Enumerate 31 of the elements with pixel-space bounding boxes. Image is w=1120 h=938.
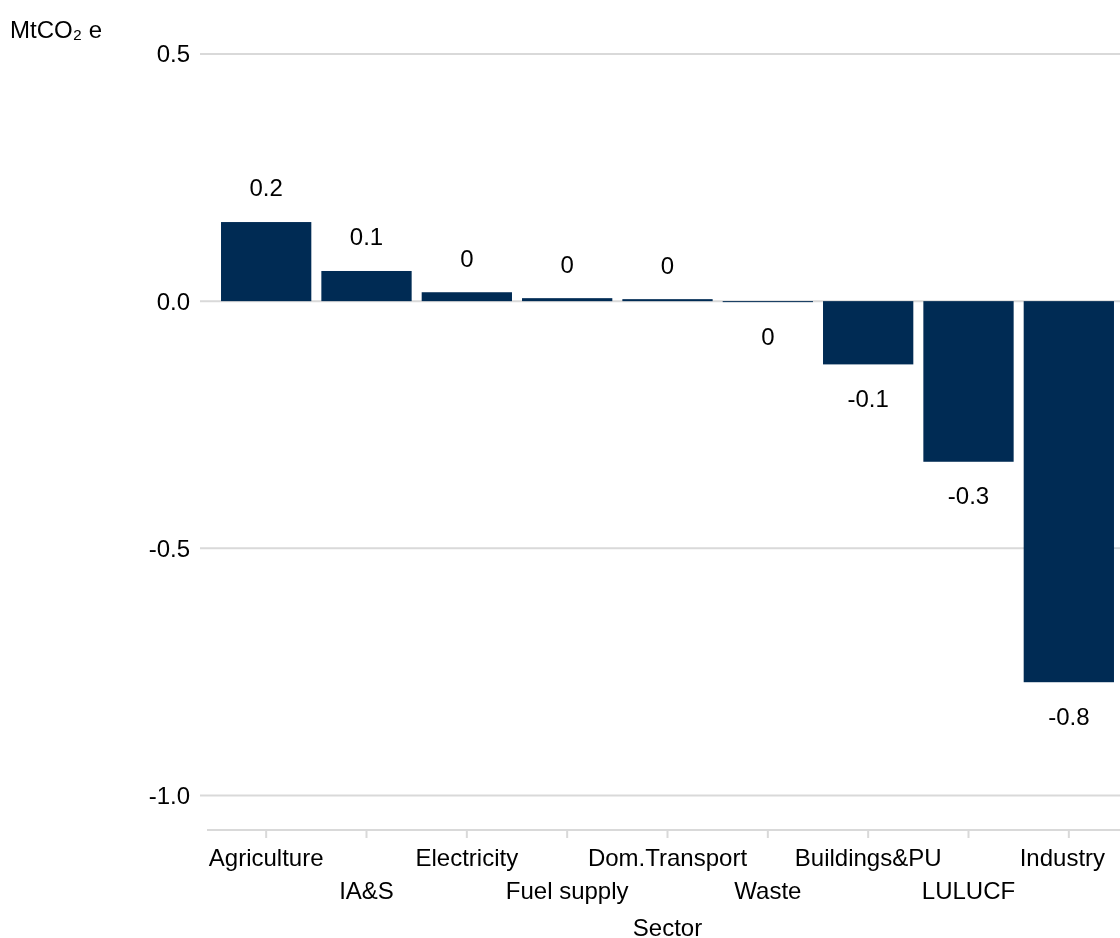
- x-tick-label: Electricity: [415, 844, 519, 872]
- bar: [221, 222, 312, 302]
- y-tick-label: -1.0: [148, 781, 190, 809]
- x-tick-label: Agriculture: [208, 844, 324, 872]
- x-tick-label: Waste: [734, 877, 802, 905]
- data-label: 0: [560, 250, 574, 278]
- bar: [321, 270, 412, 302]
- x-tick-label: LULUCF: [921, 877, 1016, 905]
- data-label: 0.2: [249, 174, 283, 202]
- bar: [522, 298, 613, 302]
- y-tick-label: -0.5: [148, 534, 190, 562]
- y-tick-label: 0.0: [156, 287, 190, 315]
- x-axis-title: Sector: [632, 914, 703, 938]
- bar: [1023, 301, 1114, 683]
- data-label: 0.1: [349, 223, 384, 251]
- data-label: -0.3: [947, 482, 990, 510]
- y-axis-title: MtCO₂ e: [10, 16, 102, 44]
- y-tick-label: 0.5: [156, 40, 190, 68]
- x-tick-label: IA&S: [339, 877, 394, 905]
- x-tick-label: Fuel supply: [505, 877, 629, 905]
- data-label: 0: [460, 244, 474, 272]
- bar: [823, 301, 914, 365]
- x-tick-label: Dom.Transport: [587, 844, 748, 872]
- bar: [421, 292, 512, 302]
- bar: [923, 301, 1014, 462]
- data-label: -0.8: [1048, 702, 1090, 730]
- x-tick-label: Industry: [1019, 844, 1106, 872]
- data-label: 0: [761, 322, 775, 350]
- data-label: -0.1: [847, 384, 889, 412]
- x-tick-label: Buildings&PU: [794, 844, 942, 872]
- data-label: 0: [660, 251, 675, 279]
